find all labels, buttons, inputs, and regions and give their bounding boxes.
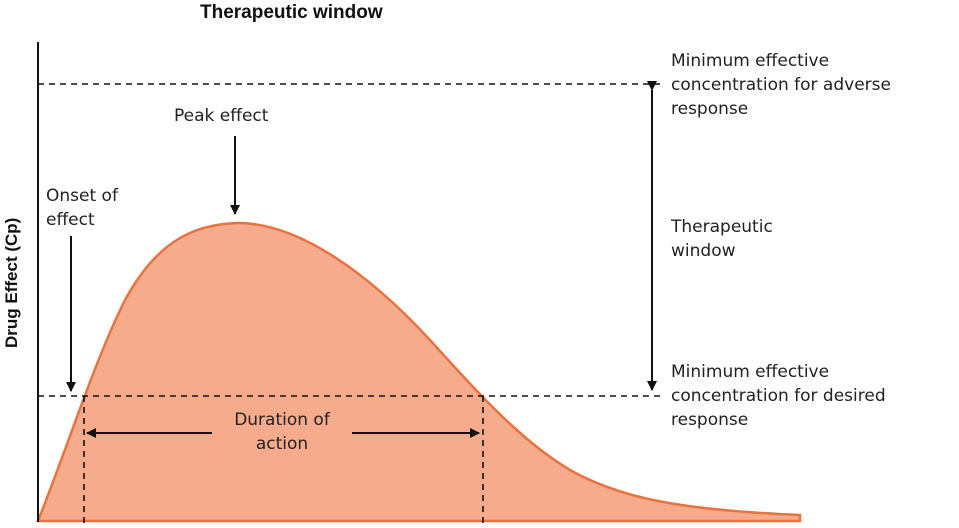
therapeutic-window-label: Therapeutic window bbox=[671, 215, 773, 263]
desired-threshold-label: Minimum effective concentration for desi… bbox=[671, 360, 886, 432]
peak-effect-label: Peak effect bbox=[174, 104, 268, 128]
label-line: window bbox=[671, 241, 736, 261]
label-line: Minimum effective bbox=[671, 362, 830, 382]
label-line: Duration of bbox=[234, 410, 330, 430]
label-line: action bbox=[255, 434, 309, 454]
label-line: effect bbox=[46, 210, 95, 230]
label-line: Peak effect bbox=[174, 106, 269, 126]
label-line: Minimum effective bbox=[671, 51, 830, 71]
label-line: Therapeutic bbox=[671, 217, 773, 237]
label-line: response bbox=[671, 410, 749, 430]
label-line: Onset of bbox=[46, 186, 118, 206]
label-line: concentration for adverse bbox=[671, 75, 891, 95]
onset-of-effect-label: Onset of effect bbox=[46, 184, 118, 232]
duration-of-action-label: Duration of action bbox=[212, 408, 352, 456]
adverse-threshold-label: Minimum effective concentration for adve… bbox=[671, 49, 891, 121]
y-axis-label: Drug Effect (Cp) bbox=[2, 217, 21, 348]
drug-effect-curve bbox=[36, 221, 802, 523]
diagram-title: Therapeutic window bbox=[200, 2, 383, 23]
label-line: concentration for desired bbox=[671, 386, 886, 406]
label-line: response bbox=[671, 99, 749, 119]
